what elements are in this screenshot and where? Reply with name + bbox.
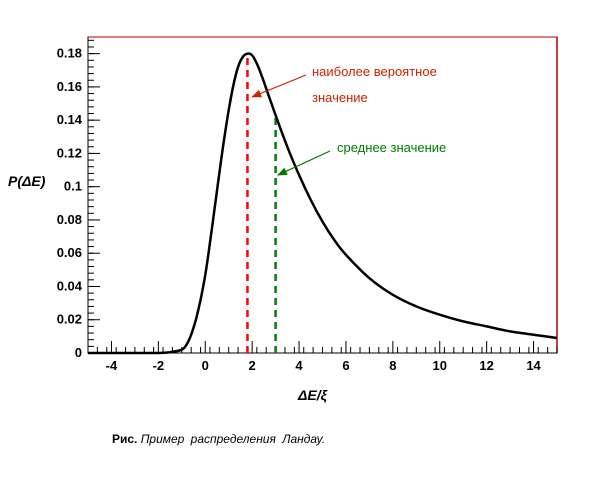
x-tick-label: 0 [202,358,209,373]
x-tick-label: 4 [295,358,303,373]
caption-text: Пример распределения Ландау. [140,432,326,446]
x-tick-label: 12 [479,358,493,373]
y-tick-label: 0.04 [57,278,83,293]
annotation-arrow [277,150,331,176]
y-axis-label: P(ΔE) [8,173,46,189]
x-tick-label: 2 [249,358,256,373]
y-tick-label: 0.08 [57,212,82,227]
y-axis: 0 0.02 0.04 0.06 0.08 0.1 0.12 0.14 0.16 0.18 [57,39,100,360]
series-group [88,52,558,355]
x-tick-label: -4 [106,358,118,373]
annotation-arrow [251,74,307,98]
plot-frame [87,36,558,354]
y-tick-label: 0 [75,345,82,360]
caption-prefix: Рис. [112,432,138,446]
annotation-text: наиболее вероятное [312,64,437,79]
y-tick-label: 0.06 [57,245,82,260]
y-tick-label: 0.12 [57,145,82,160]
x-tick-label: 6 [342,358,349,373]
marker-lines [246,53,277,353]
x-tick-label: 14 [526,358,541,373]
series-line [88,52,558,355]
annotation-text: значение [312,90,368,105]
x-tick-label: 8 [389,358,396,373]
annotation-text: среднее значение [337,140,446,155]
y-tick-label: 0.18 [57,46,82,61]
x-tick-label: 10 [433,358,447,373]
y-tick-label: 0.14 [57,112,83,127]
x-axis-label: ΔE/ξ [297,387,328,403]
y-tick-label: 0.16 [57,79,82,94]
y-tick-label: 0.1 [64,179,82,194]
y-tick-label: 0.02 [57,312,82,327]
annotations: наиболее вероятное значение среднее значен… [251,64,446,176]
figure-caption: Рис. Пример распределения Ландау. [112,432,325,446]
x-axis: -4 -2 0 2 4 6 8 10 12 14 [87,341,558,373]
x-tick-label: -2 [153,358,165,373]
